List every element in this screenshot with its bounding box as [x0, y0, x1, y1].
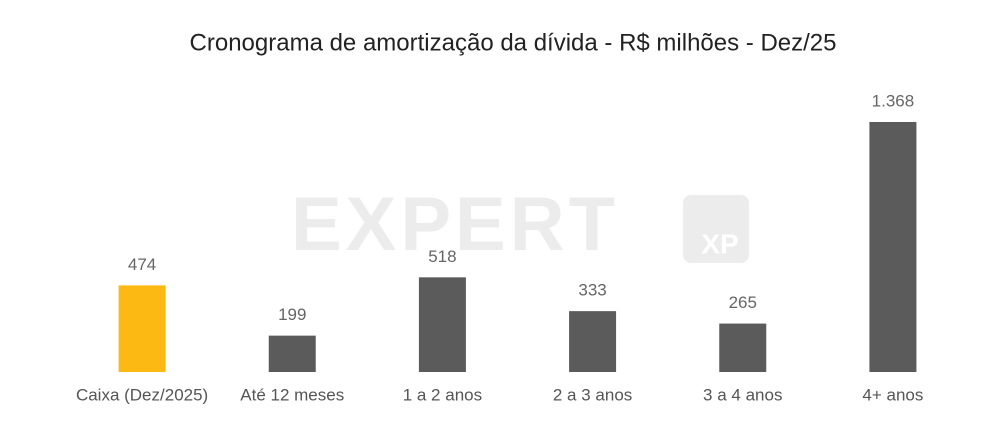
watermark: EXPERT: [291, 182, 619, 267]
x-tick-label: Caixa (Dez/2025): [76, 385, 208, 404]
bar: [418, 277, 466, 372]
x-tick-label: 1 a 2 anos: [403, 385, 482, 404]
value-label: 1.368: [872, 91, 915, 110]
bar: [719, 323, 767, 372]
x-tick-label: 3 a 4 anos: [703, 385, 782, 404]
x-tick-label: 4+ anos: [862, 385, 923, 404]
chart-title: Cronograma de amortização da dívida - R$…: [190, 29, 837, 56]
bar: [569, 311, 617, 372]
bar: [268, 335, 316, 372]
watermark-box: [683, 195, 749, 263]
bar: [869, 122, 917, 372]
x-tick-label: Até 12 meses: [240, 385, 344, 404]
watermark: XP: [701, 228, 738, 259]
value-label: 518: [428, 247, 456, 266]
value-label: 474: [128, 255, 156, 274]
x-tick-label: 2 a 3 anos: [553, 385, 632, 404]
value-label: 199: [278, 305, 306, 324]
bar: [118, 285, 166, 372]
value-label: 333: [578, 281, 606, 300]
value-label: 265: [729, 293, 757, 312]
